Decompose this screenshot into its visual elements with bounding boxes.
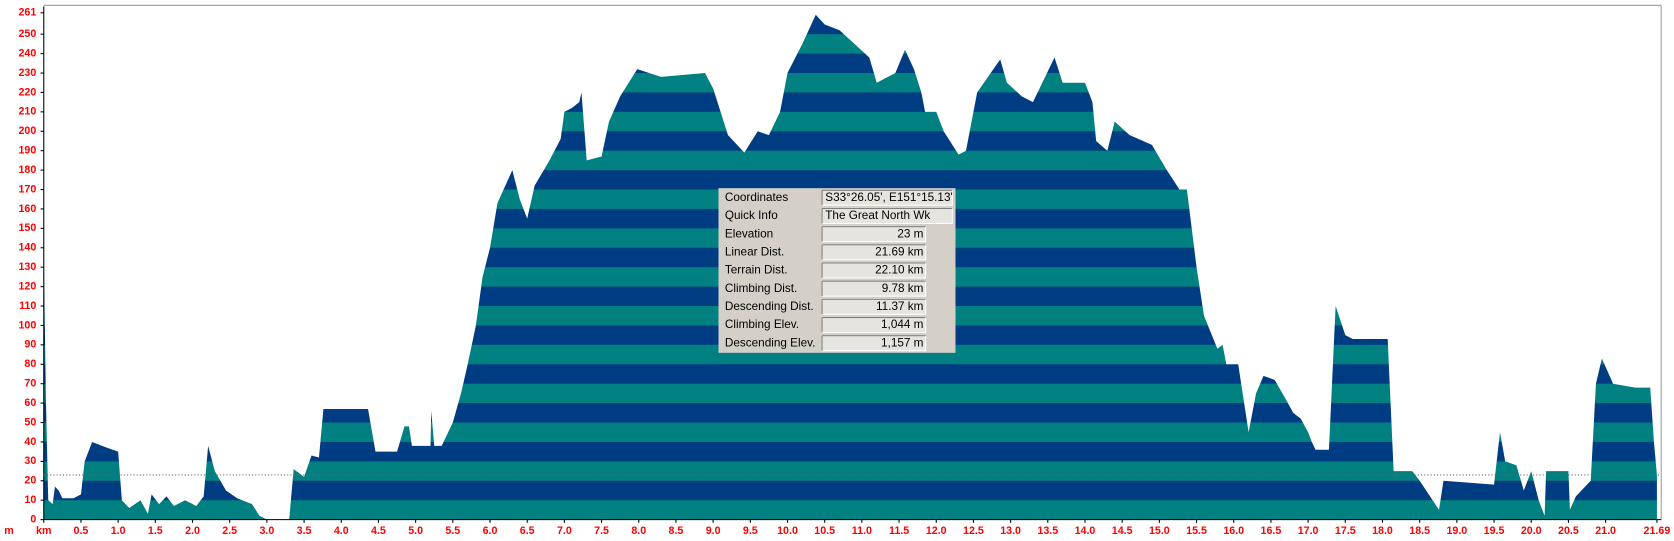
y-tick-label: 70	[24, 378, 36, 390]
y-tick-label: 50	[24, 416, 36, 428]
x-tick-label: 9.5	[743, 525, 758, 537]
x-tick-label: 10.0	[777, 525, 798, 537]
y-tick-label: 60	[24, 397, 36, 409]
y-tick-label: 10	[24, 494, 36, 506]
x-tick-label: 8.0	[631, 525, 646, 537]
x-tick-label: 10.5	[814, 525, 835, 537]
x-tick-label: 14.5	[1112, 525, 1133, 537]
x-tick-label: 7.5	[594, 525, 609, 537]
x-tick-label: 18.5	[1409, 525, 1430, 537]
y-tick-label: 150	[18, 222, 36, 234]
info-value: 1,044 m	[881, 318, 924, 331]
y-tick-label: 40	[24, 436, 36, 448]
info-label: Linear Dist.	[725, 245, 784, 258]
x-tick-label: 6.5	[520, 525, 535, 537]
x-tick-label: 5.0	[408, 525, 423, 537]
x-tick-label: 0.5	[74, 525, 89, 537]
x-tick-label: 8.5	[669, 525, 684, 537]
x-tick-label: 3.5	[297, 525, 312, 537]
y-axis-label: m	[4, 525, 13, 537]
x-tick-label: 15.5	[1186, 525, 1207, 537]
x-tick-label: 19.0	[1446, 525, 1467, 537]
info-value: 23 m	[897, 227, 923, 240]
x-tick-label: 16.0	[1223, 525, 1244, 537]
y-tick-label: 80	[24, 358, 36, 370]
y-tick-label: 240	[18, 47, 36, 59]
x-tick-label: 13.0	[1000, 525, 1021, 537]
y-tick-label: 100	[18, 319, 36, 331]
x-tick-label: 16.5	[1261, 525, 1282, 537]
y-tick-label: 130	[18, 261, 36, 273]
x-tick-label: 4.0	[334, 525, 349, 537]
y-tick-label: 180	[18, 164, 36, 176]
x-tick-label: 15.0	[1149, 525, 1170, 537]
y-tick-label: 220	[18, 86, 36, 98]
x-tick-label: 3.0	[259, 525, 274, 537]
info-value: 1,157 m	[881, 336, 924, 349]
y-tick-label: 250	[18, 28, 36, 40]
info-value: 21.69 km	[875, 245, 924, 258]
y-tick-label: 210	[18, 106, 36, 118]
y-tick-label: 160	[18, 203, 36, 215]
x-tick-label: 21.69	[1644, 525, 1671, 537]
y-tick-label: 30	[24, 455, 36, 467]
info-value: 9.78 km	[882, 282, 924, 295]
y-tick-label: 190	[18, 145, 36, 157]
x-tick-label: 9.0	[706, 525, 721, 537]
info-value: 11.37 km	[876, 300, 924, 313]
x-tick-label: 20.0	[1521, 525, 1542, 537]
x-tick-label: 20.5	[1558, 525, 1579, 537]
x-tick-label: 18.0	[1372, 525, 1393, 537]
y-tick-label: 170	[18, 183, 36, 195]
x-tick-label: 7.0	[557, 525, 572, 537]
x-tick-label: 13.5	[1037, 525, 1058, 537]
x-tick-label: 17.5	[1335, 525, 1356, 537]
y-tick-label: 0	[30, 513, 36, 525]
x-tick-label: 6.0	[483, 525, 498, 537]
y-tick-label: 90	[24, 339, 36, 351]
info-label: Climbing Dist.	[725, 282, 797, 295]
x-tick-label: 17.0	[1298, 525, 1319, 537]
x-tick-label: 1.5	[148, 525, 163, 537]
y-tick-label: 140	[18, 242, 36, 254]
x-tick-label: 5.5	[445, 525, 460, 537]
info-value: S33°26.05', E151°15.13'	[825, 191, 952, 204]
x-tick-label: 19.5	[1484, 525, 1505, 537]
x-tick-label: 14.0	[1075, 525, 1096, 537]
x-tick-label: 11.5	[889, 525, 909, 537]
x-tick-label: 12.5	[963, 525, 984, 537]
info-label: Coordinates	[725, 191, 788, 204]
x-tick-label: 12.0	[926, 525, 947, 537]
info-label: Terrain Dist.	[725, 264, 788, 277]
info-label: Descending Elev.	[725, 336, 816, 349]
x-tick-label: 1.0	[111, 525, 126, 537]
y-tick-label: 200	[18, 125, 36, 137]
x-tick-label: km	[36, 525, 51, 537]
x-tick-label: 21.0	[1595, 525, 1616, 537]
info-label: Climbing Elev.	[725, 318, 799, 331]
info-label: Elevation	[725, 227, 773, 240]
y-tick-label: 20	[24, 475, 36, 487]
y-tick-label: 261	[18, 7, 36, 19]
x-tick-label: 2.0	[185, 525, 200, 537]
y-tick-label: 230	[18, 67, 36, 79]
x-tick-label: 2.5	[222, 525, 237, 537]
x-tick-label: 11.0	[852, 525, 872, 537]
y-tick-label: 120	[18, 280, 36, 292]
y-tick-label: 110	[19, 300, 36, 312]
x-tick-label: 4.5	[371, 525, 386, 537]
info-value: The Great North Wk	[825, 209, 930, 222]
info-value: 22.10 km	[875, 264, 924, 277]
info-label: Descending Dist.	[725, 300, 814, 313]
info-label: Quick Info	[725, 209, 778, 222]
